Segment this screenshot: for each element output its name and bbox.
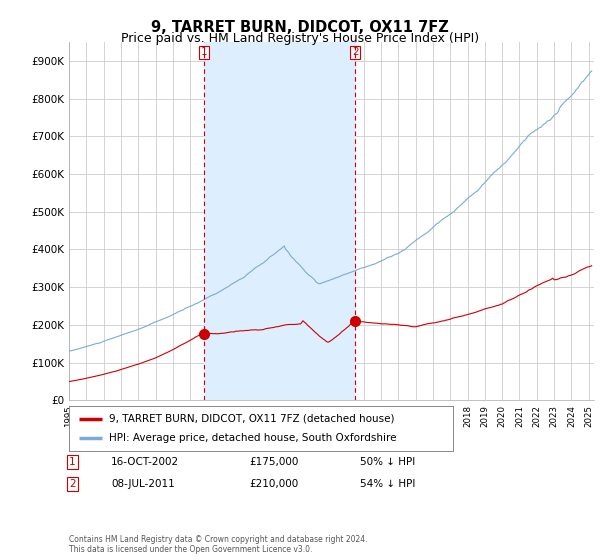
Text: 16-OCT-2002: 16-OCT-2002 xyxy=(111,457,179,467)
Text: 9, TARRET BURN, DIDCOT, OX11 7FZ: 9, TARRET BURN, DIDCOT, OX11 7FZ xyxy=(151,20,449,35)
Text: 2: 2 xyxy=(352,48,359,57)
Text: 1: 1 xyxy=(69,457,76,467)
Text: 54% ↓ HPI: 54% ↓ HPI xyxy=(360,479,415,489)
Text: 08-JUL-2011: 08-JUL-2011 xyxy=(111,479,175,489)
Text: 9, TARRET BURN, DIDCOT, OX11 7FZ (detached house): 9, TARRET BURN, DIDCOT, OX11 7FZ (detach… xyxy=(109,413,395,423)
Text: 1: 1 xyxy=(200,48,207,57)
Text: £175,000: £175,000 xyxy=(249,457,298,467)
Bar xyxy=(204,42,355,400)
Text: 50% ↓ HPI: 50% ↓ HPI xyxy=(360,457,415,467)
Text: Contains HM Land Registry data © Crown copyright and database right 2024.
This d: Contains HM Land Registry data © Crown c… xyxy=(69,535,367,554)
Text: HPI: Average price, detached house, South Oxfordshire: HPI: Average price, detached house, Sout… xyxy=(109,433,397,444)
Text: £210,000: £210,000 xyxy=(249,479,298,489)
Text: 2: 2 xyxy=(69,479,76,489)
Text: Price paid vs. HM Land Registry's House Price Index (HPI): Price paid vs. HM Land Registry's House … xyxy=(121,32,479,45)
